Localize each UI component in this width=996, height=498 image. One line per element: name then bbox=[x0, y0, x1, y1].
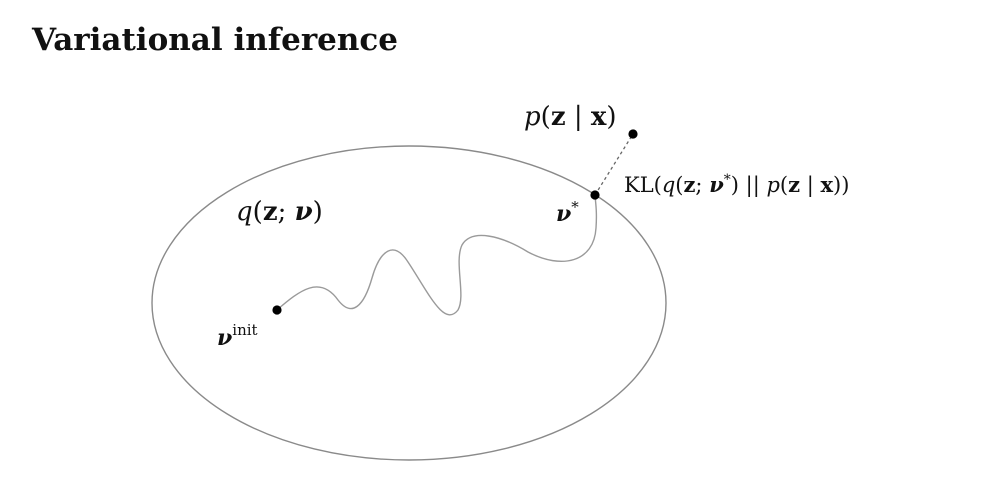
slide-title: Variational inference bbox=[32, 22, 399, 58]
kl-divergence-label: KL(q(z; ν*) || p(z | x)) bbox=[624, 172, 849, 198]
variational-family-label: q(z; ν) bbox=[236, 197, 323, 227]
posterior-point bbox=[628, 129, 638, 139]
init-label: νinit bbox=[217, 321, 258, 351]
optimum-label: ν* bbox=[556, 198, 579, 227]
posterior-label: p(z | x) bbox=[524, 102, 617, 132]
optimum-point bbox=[590, 190, 600, 200]
init-point bbox=[272, 305, 282, 315]
optimization-path bbox=[276, 195, 598, 316]
variational-family-ellipse bbox=[151, 145, 667, 461]
